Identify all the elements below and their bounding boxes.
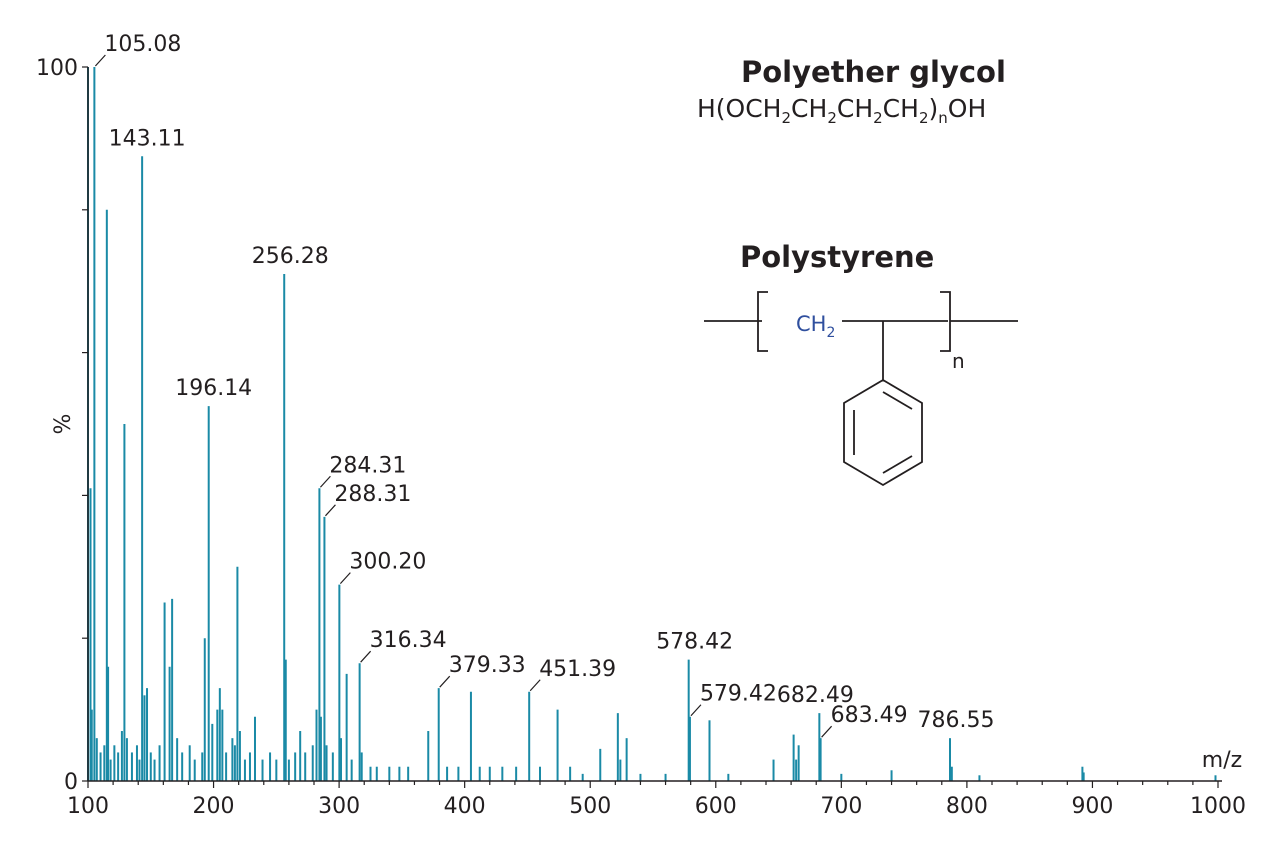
peak-label: 196.14 xyxy=(175,376,252,401)
x-tick-label: 1000 xyxy=(1190,794,1246,819)
x-tick-label: 300 xyxy=(318,794,360,819)
formula-part: CH xyxy=(836,94,874,123)
peak-label: 578.42 xyxy=(656,630,733,655)
peak-label: 682.49 xyxy=(777,683,854,708)
x-tick-label: 700 xyxy=(820,794,862,819)
x-tick-label: 500 xyxy=(569,794,611,819)
peaks-layer xyxy=(87,67,1217,781)
polystyrene-title: Polystyrene xyxy=(740,240,935,274)
x-axis-label: m/z xyxy=(1202,748,1242,773)
x-tick-label: 800 xyxy=(946,794,988,819)
peak-label: 143.11 xyxy=(109,126,186,151)
peak-label: 786.55 xyxy=(918,708,995,733)
peak-label-leader xyxy=(821,725,833,738)
y-tick-label: 100 xyxy=(36,56,78,81)
peak-label-leader xyxy=(360,650,372,663)
peak-label: 451.39 xyxy=(539,657,616,682)
x-tick-label: 200 xyxy=(193,794,235,819)
peak-label: 683.49 xyxy=(831,703,908,728)
formula-part: CH xyxy=(882,94,919,123)
formula-sub: 2 xyxy=(827,109,837,127)
peak-label: 288.31 xyxy=(334,482,411,507)
y-axis-label: % xyxy=(51,414,76,435)
peak-label: 579.42 xyxy=(700,682,777,707)
x-tick-label: 900 xyxy=(1071,794,1113,819)
x-tick-label: 400 xyxy=(444,794,486,819)
peak-label: 256.28 xyxy=(252,244,329,269)
polystyrene-structure xyxy=(704,291,1018,487)
peak-label-leader xyxy=(690,704,702,717)
benzene-ring xyxy=(843,378,923,487)
formula-part: H(OCH xyxy=(697,94,782,123)
peak-label: 316.34 xyxy=(370,628,447,653)
peak-label: 105.08 xyxy=(104,32,181,57)
formula-part: CH xyxy=(791,94,828,123)
formula-part: OH xyxy=(947,94,987,123)
repeat-n-label: n xyxy=(952,349,965,373)
peak-label-leader xyxy=(94,54,106,67)
polyether-title: Polyether glycol xyxy=(741,55,1006,89)
peak-label: 284.31 xyxy=(329,453,406,478)
benzene-double-2 xyxy=(882,455,913,474)
formula-sub: 2 xyxy=(873,109,883,127)
formula-sub: n xyxy=(938,109,948,127)
peak-label-leader xyxy=(439,675,451,688)
axes-layer xyxy=(87,67,1222,782)
y-tick-label: 0 xyxy=(64,770,78,795)
peak-label-leader xyxy=(529,679,541,692)
peak-label-leader xyxy=(319,475,331,488)
formula-sub: 2 xyxy=(781,109,792,127)
ch2-label: CH2 xyxy=(796,312,835,341)
benzene-double-1 xyxy=(882,391,913,410)
formula-sub: 2 xyxy=(918,109,929,127)
bracket-left xyxy=(757,291,768,352)
peak-labels-layer: 105.08 143.11 196.14 256.28 284.31 288.31 300.… xyxy=(94,32,995,738)
x-tick-label: 100 xyxy=(67,794,109,819)
formula-part: ) xyxy=(928,94,939,123)
peak-label: 300.20 xyxy=(349,550,426,575)
peak-label-leader xyxy=(339,572,351,585)
x-tick-label: 600 xyxy=(695,794,737,819)
peak-label: 379.33 xyxy=(449,653,526,678)
polyether-formula: H(OCH2CH2CH2CH2)nOH xyxy=(697,94,986,127)
peak-label-leader xyxy=(324,504,336,517)
